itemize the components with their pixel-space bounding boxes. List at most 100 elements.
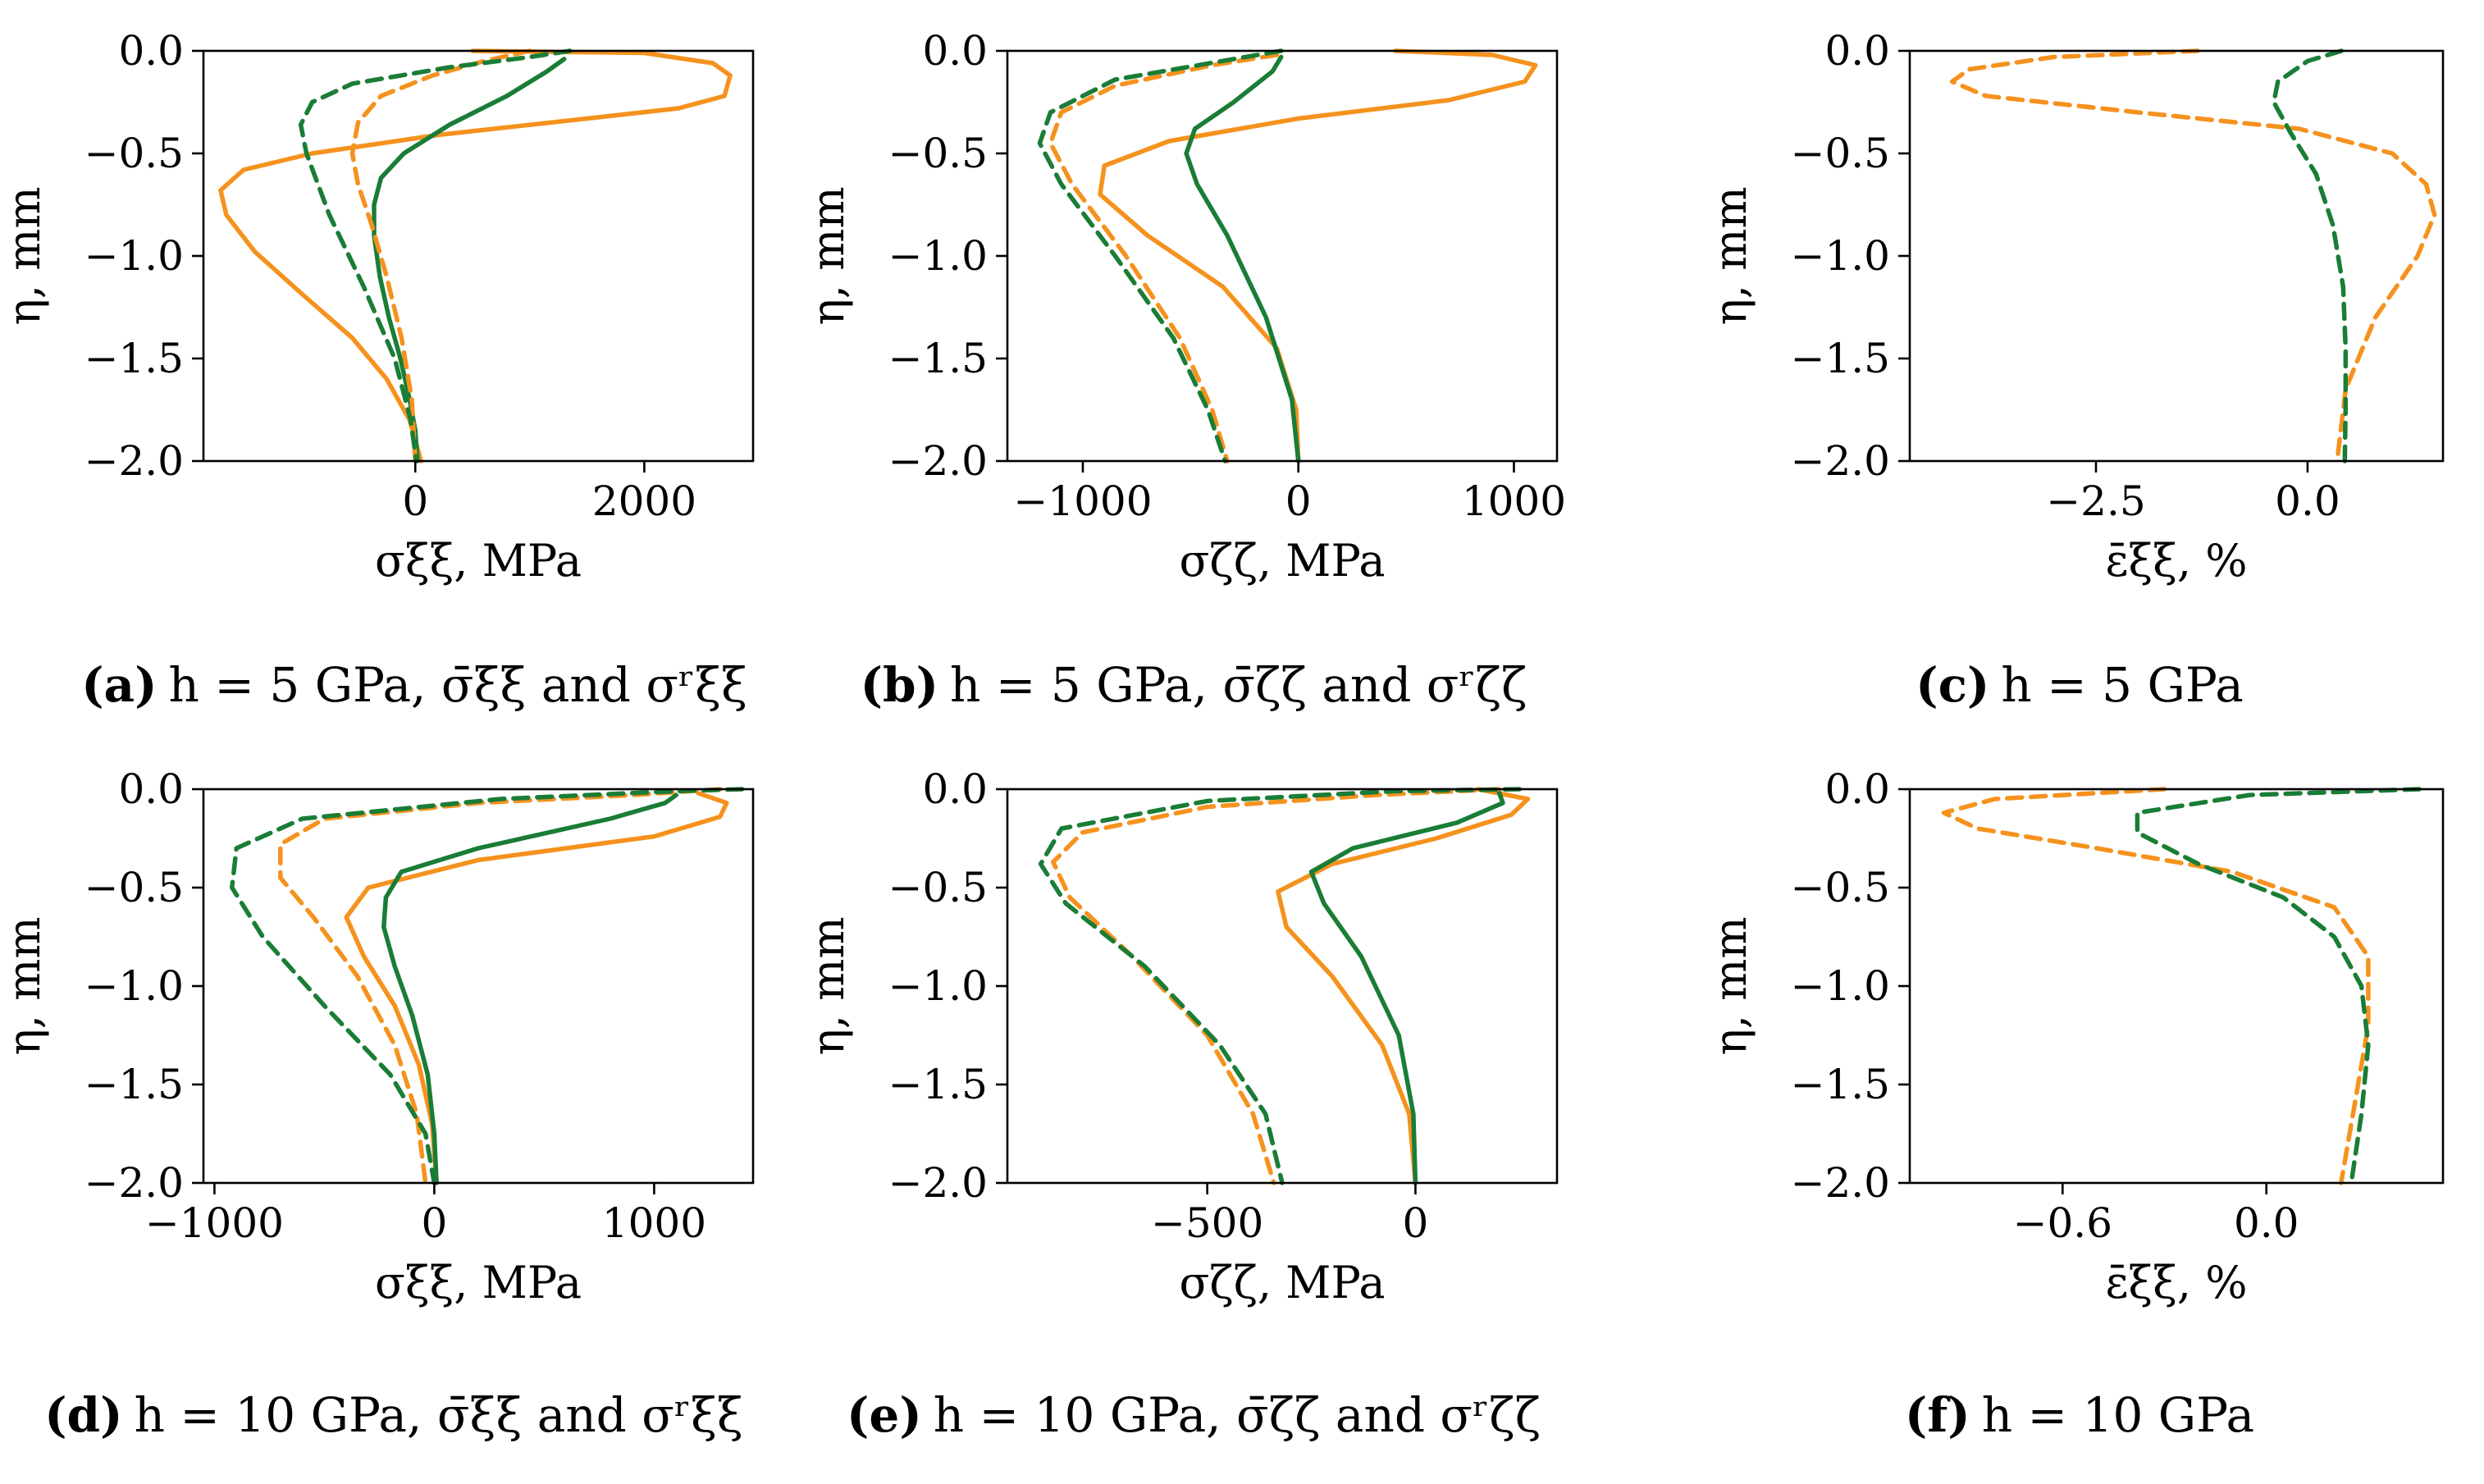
y-tick-label: −0.5 <box>84 130 184 177</box>
x-tick-label: −2.5 <box>2046 477 2145 525</box>
y-axis-label: η, mm <box>1705 916 1756 1055</box>
y-tick-label: −1.0 <box>1791 232 1890 280</box>
y-axis-label: η, mm <box>802 186 854 325</box>
y-tick-label: −0.5 <box>1791 864 1890 911</box>
x-tick-label: 0.0 <box>2275 477 2340 525</box>
panel-caption: (d) h = 10 GPa, σ̄ξξ and σʳξξ <box>44 1387 743 1443</box>
y-tick-label: −1.0 <box>888 232 988 280</box>
y-tick-label: 0.0 <box>922 27 988 75</box>
panel-caption: (b) h = 5 GPa, σ̄ζζ and σʳζζ <box>861 657 1527 713</box>
x-axis-label: σζζ, MPa <box>1179 1257 1385 1308</box>
y-tick-label: −2.0 <box>84 437 184 485</box>
panel-caption: (f) h = 10 GPa <box>1905 1387 2254 1443</box>
y-tick-label: 0.0 <box>1824 765 1890 813</box>
caption-letter: (c) <box>1916 657 1989 713</box>
series-orange-dashed-line <box>1949 48 2437 463</box>
plot-frame <box>1006 788 1559 1185</box>
y-tick-label: 0.0 <box>118 765 184 813</box>
panel-d: −1000 0 1000 0.0 −0.5 −1.0 −1.5 −2.0 σξξ, MPa η, … <box>0 765 755 1443</box>
series-orange-dashed-line <box>1048 53 1280 463</box>
x-axis-label: ε̄ξξ, % <box>2105 535 2247 587</box>
series-green-dashed-line <box>2135 787 2422 1185</box>
caption-letter: (b) <box>861 657 938 713</box>
y-tick-label: −0.5 <box>888 130 988 177</box>
series-green-dashed-line <box>1038 787 1523 1185</box>
y-tick-label: −1.0 <box>1791 962 1890 1010</box>
series-green-solid-line <box>381 792 678 1185</box>
caption-letter: (d) <box>44 1387 122 1443</box>
x-tick-label: 0 <box>402 477 428 525</box>
series-green-dashed-line <box>298 48 573 463</box>
series-green-dashed-line <box>2271 48 2349 463</box>
caption-text: h = 10 GPa, σ̄ξξ and σʳξξ <box>135 1387 743 1443</box>
caption-text: h = 5 GPa, σ̄ζζ and σʳζζ <box>950 657 1527 713</box>
plot-frame <box>1908 49 2445 463</box>
x-tick-label: −1000 <box>145 1199 284 1247</box>
y-tick-label: −0.5 <box>888 864 988 911</box>
y-tick-label: −1.5 <box>84 1061 184 1108</box>
y-axis-label: η, mm <box>0 186 50 325</box>
x-tick-label: 0 <box>421 1199 447 1247</box>
y-tick-label: −1.0 <box>888 962 988 1010</box>
series-orange-dashed-line <box>1941 787 2371 1185</box>
y-tick-label: −1.0 <box>84 962 184 1010</box>
x-axis-label: σξξ, MPa <box>375 535 582 587</box>
y-tick-label: −1.5 <box>1791 335 1890 382</box>
caption-letter: (f) <box>1905 1387 1970 1443</box>
y-tick-label: −0.5 <box>84 864 184 911</box>
caption-text: h = 5 GPa <box>2001 657 2244 713</box>
x-tick-label: −0.6 <box>2013 1199 2112 1247</box>
y-tick-label: −1.5 <box>1791 1061 1890 1108</box>
x-axis-label: σζζ, MPa <box>1179 535 1385 587</box>
y-axis-label: η, mm <box>1705 186 1756 325</box>
series-orange-solid-line <box>1098 48 1538 463</box>
series-orange-dashed-line <box>278 787 723 1185</box>
y-axis-label: η, mm <box>0 916 50 1055</box>
y-tick-label: −1.0 <box>84 232 184 280</box>
y-axis-label: η, mm <box>802 916 854 1055</box>
series-green-solid-line <box>372 57 567 463</box>
y-tick-label: −2.0 <box>1791 1159 1890 1207</box>
x-axis-label: ε̄ξξ, % <box>2105 1257 2247 1308</box>
x-tick-label: 1000 <box>1462 477 1566 525</box>
panel-a: 0 2000 0.0 −0.5 −1.0 −1.5 −2.0 σξξ, MPa η, mm (a)… <box>0 27 755 713</box>
y-tick-label: −0.5 <box>1791 130 1890 177</box>
caption-text: h = 5 GPa, σ̄ξξ and σʳξξ <box>169 657 747 713</box>
series-orange-solid-line <box>218 48 733 463</box>
panel-e: −500 0 0.0 −0.5 −1.0 −1.5 −2.0 σζζ, MPa η, mm (e)… <box>802 765 1559 1443</box>
panel-b: −1000 0 1000 0.0 −0.5 −1.0 −1.5 −2.0 σζζ, MPa η, … <box>802 27 1566 713</box>
series-green-solid-line <box>1184 54 1301 463</box>
y-tick-label: −2.0 <box>888 437 988 485</box>
series-orange-dashed-line <box>1051 787 1501 1185</box>
x-tick-label: 0 <box>1285 477 1312 525</box>
caption-letter: (e) <box>847 1387 922 1443</box>
series-green-solid-line <box>1308 788 1505 1185</box>
x-tick-label: 0 <box>1403 1199 1429 1247</box>
series-green-dashed-line <box>230 787 745 1185</box>
plot-frame <box>1006 49 1559 463</box>
series-green-dashed-line <box>1037 48 1284 463</box>
x-tick-label: −500 <box>1151 1199 1263 1247</box>
x-axis-label: σξξ, MPa <box>375 1257 582 1308</box>
caption-letter: (a) <box>81 657 157 713</box>
panel-f: −0.6 0.0 0.0 −0.5 −1.0 −1.5 −2.0 ε̄ξξ, % η, mm (f… <box>1705 765 2445 1443</box>
y-tick-label: −1.5 <box>888 335 988 382</box>
y-tick-label: −1.5 <box>888 1061 988 1108</box>
series-orange-solid-line <box>344 791 729 1185</box>
series-orange-dashed-line <box>349 48 532 463</box>
y-tick-label: −2.0 <box>888 1159 988 1207</box>
y-tick-label: −2.0 <box>1791 437 1890 485</box>
y-tick-label: 0.0 <box>118 27 184 75</box>
y-tick-label: −1.5 <box>84 335 184 382</box>
series-orange-solid-line <box>1276 787 1531 1185</box>
panel-c: −2.5 0.0 0.0 −0.5 −1.0 −1.5 −2.0 ε̄ξξ, % η, mm (c… <box>1705 27 2445 713</box>
caption-text: h = 10 GPa, σ̄ζζ and σʳζζ <box>934 1387 1541 1443</box>
x-tick-label: 2000 <box>592 477 696 525</box>
x-tick-label: 0.0 <box>2234 1199 2299 1247</box>
panel-caption: (a) h = 5 GPa, σ̄ξξ and σʳξξ <box>81 657 747 713</box>
panel-caption: (e) h = 10 GPa, σ̄ζζ and σʳζζ <box>847 1387 1541 1443</box>
y-tick-label: −2.0 <box>84 1159 184 1207</box>
x-tick-label: 1000 <box>602 1199 706 1247</box>
caption-text: h = 10 GPa <box>1982 1387 2254 1443</box>
